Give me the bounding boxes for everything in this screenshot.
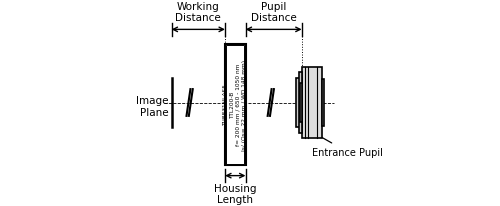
FancyArrowPatch shape <box>247 28 300 32</box>
Text: Entrance Pupil: Entrance Pupil <box>305 128 384 157</box>
Bar <box>300 83 302 123</box>
Bar <box>302 68 322 138</box>
Bar <box>322 80 324 126</box>
Bar <box>298 73 302 133</box>
Text: Working
Distance: Working Distance <box>176 2 221 23</box>
Bar <box>226 46 244 164</box>
FancyArrowPatch shape <box>226 174 244 178</box>
Bar <box>225 44 246 165</box>
FancyArrowPatch shape <box>173 28 224 32</box>
Text: TU8831NLAS5
TTL200-B
f= 200 mm / 650 - 1050 nm
Is/ (Os= 22 mm / WD 148 mm): TU8831NLAS5 TTL200-B f= 200 mm / 650 - 1… <box>224 60 247 150</box>
Bar <box>296 78 302 128</box>
Text: Pupil
Distance: Pupil Distance <box>251 2 296 23</box>
Text: Image
Plane: Image Plane <box>136 96 169 117</box>
Text: Housing
Length: Housing Length <box>214 183 256 204</box>
